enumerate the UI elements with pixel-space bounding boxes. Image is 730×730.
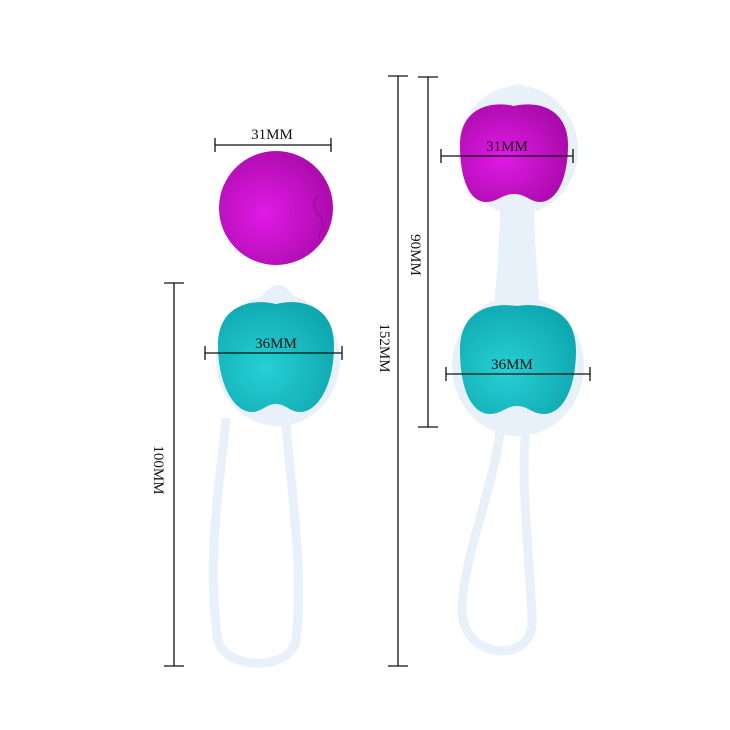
dim-label: 152MM	[376, 323, 392, 372]
purple-ball	[219, 151, 333, 265]
dim-label: 36MM	[255, 336, 297, 352]
single-kegel	[208, 285, 340, 668]
double-kegel	[452, 84, 584, 656]
dim-double-bottom-width: 36MM	[445, 357, 591, 381]
dim-label: 31MM	[486, 139, 528, 155]
dim-label: 90MM	[407, 234, 423, 276]
dim-double-body-length: 90MM	[407, 76, 438, 428]
dim-label: 36MM	[491, 357, 533, 373]
dim-single-kegel-length: 100MM	[150, 282, 184, 667]
dim-single-kegel-width: 36MM	[204, 336, 343, 360]
dim-label: 31MM	[251, 127, 293, 143]
dim-label: 100MM	[150, 445, 166, 494]
dim-single-ball: 31MM	[214, 127, 332, 152]
dim-double-top-width: 31MM	[440, 139, 574, 163]
dim-double-total-length: 152MM	[376, 75, 408, 667]
